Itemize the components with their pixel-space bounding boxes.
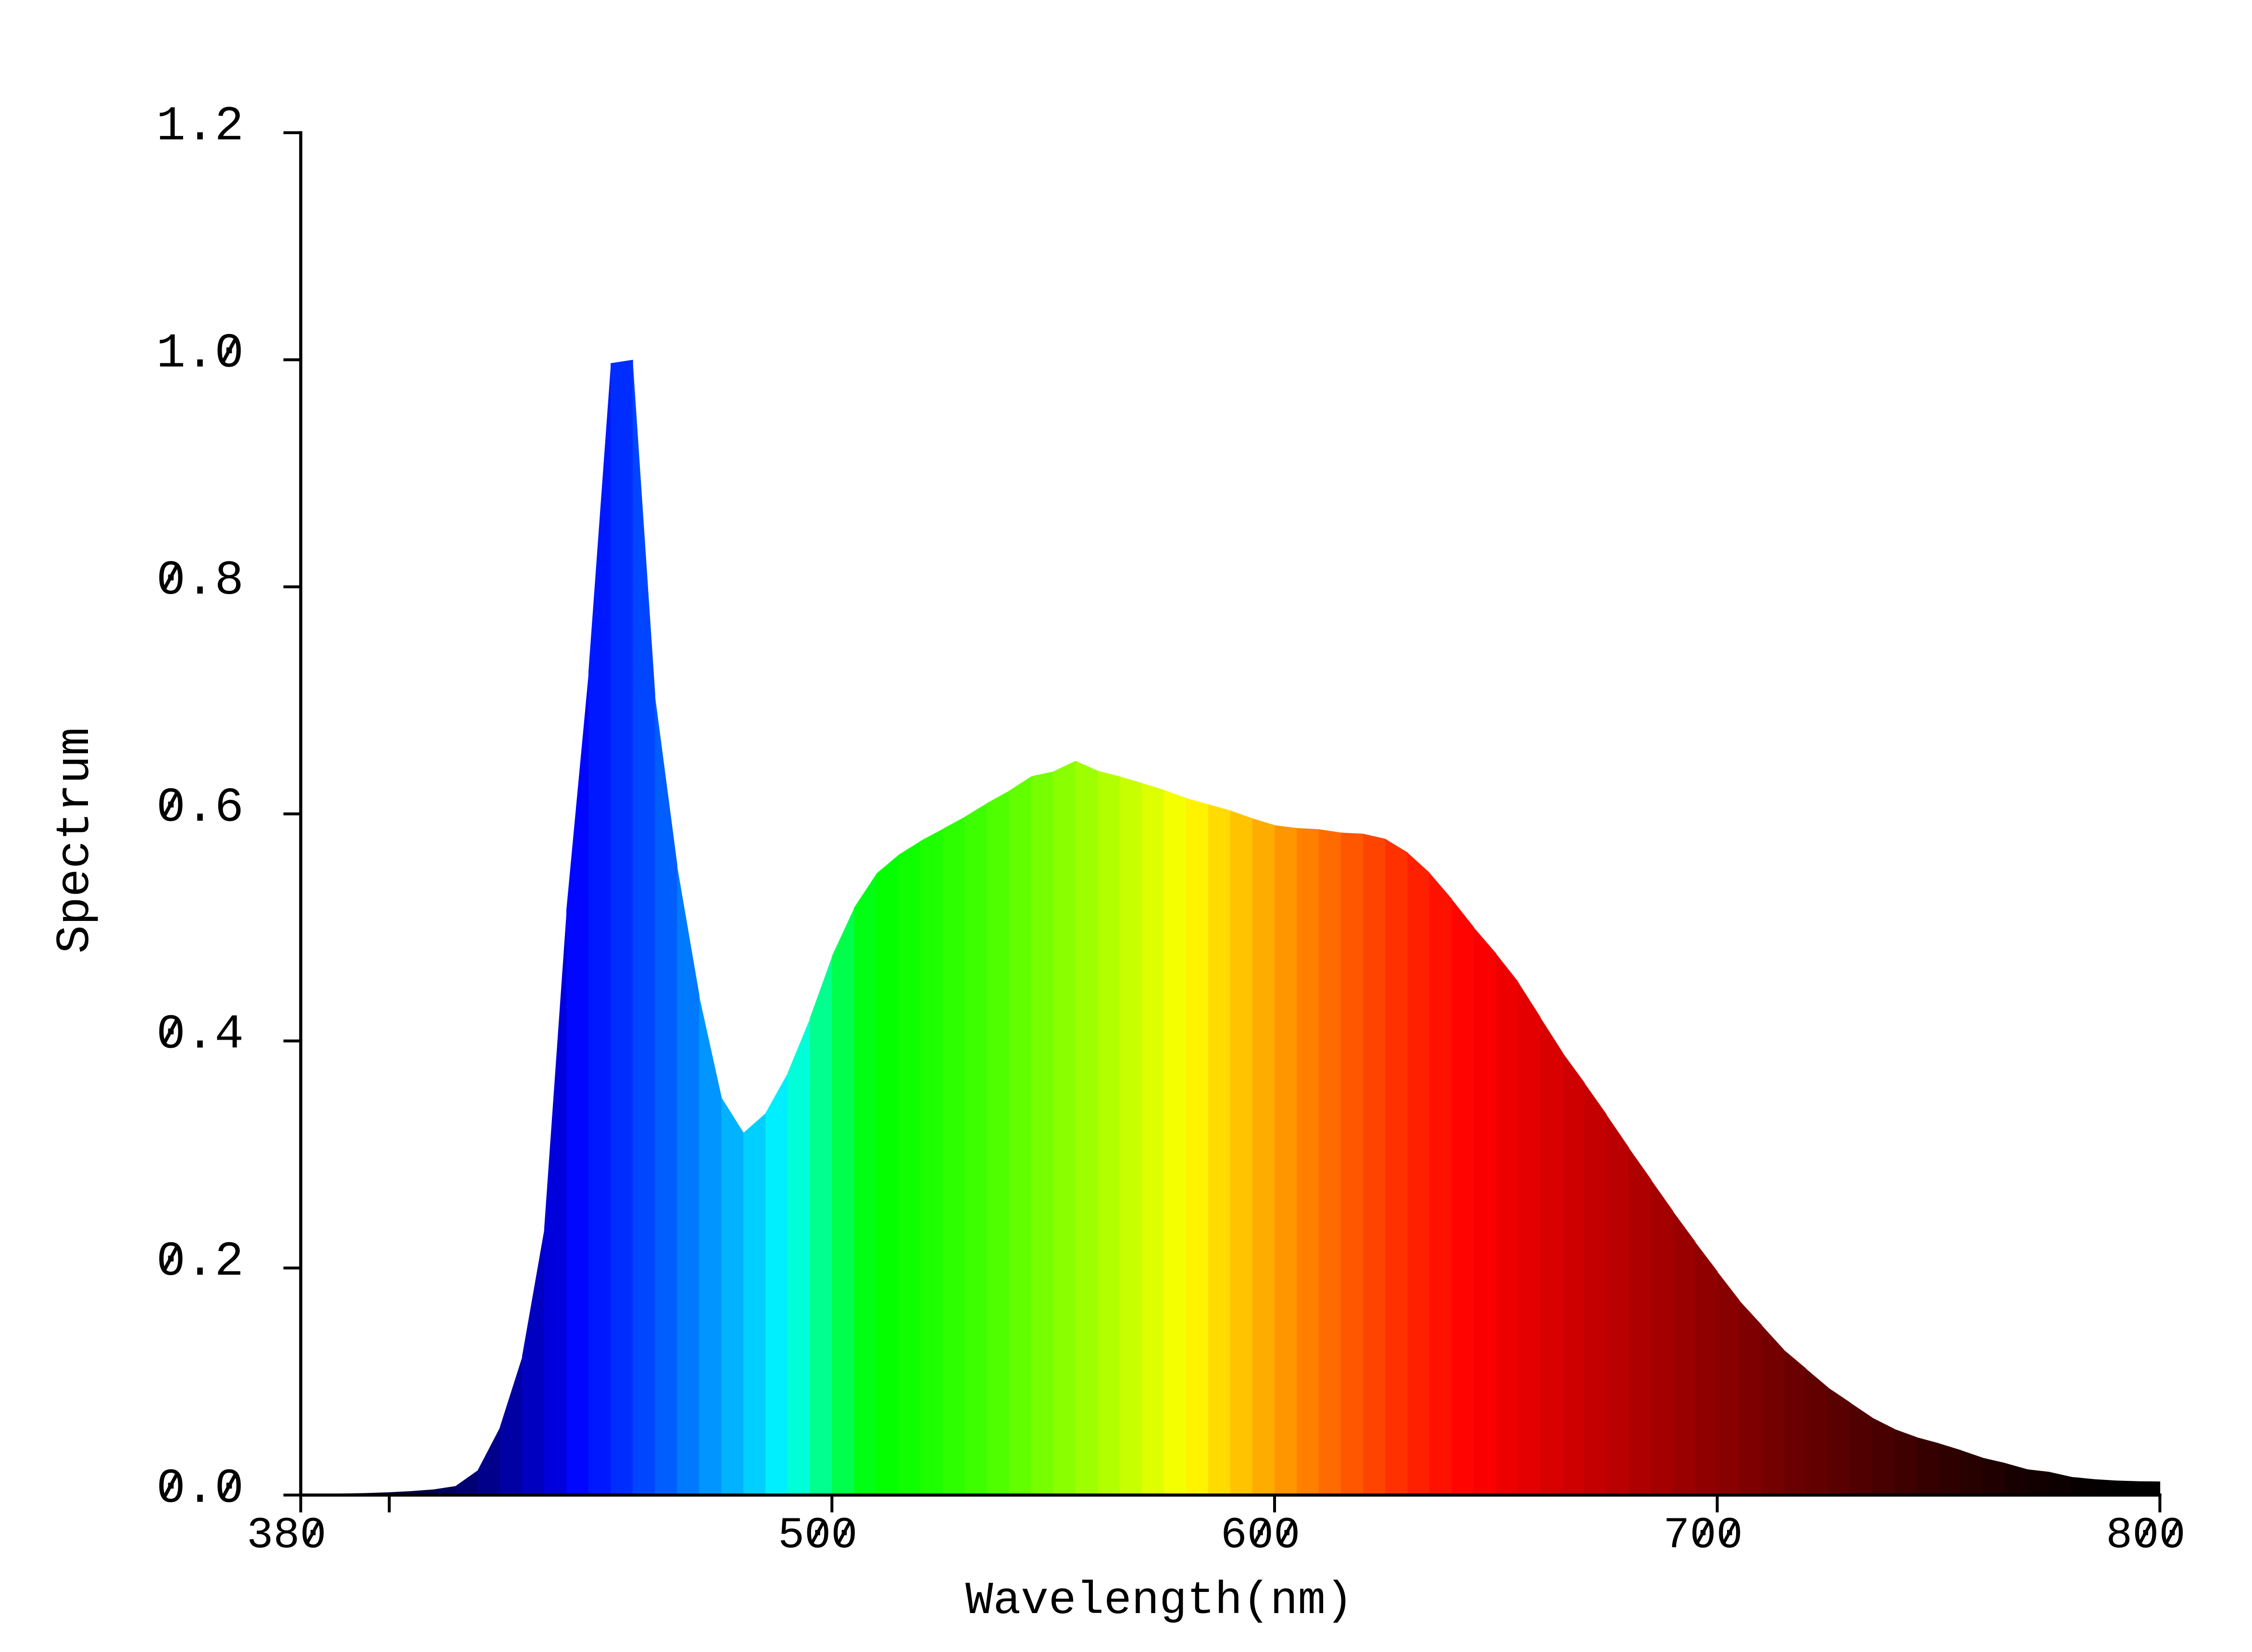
svg-text:0.6: 0.6 [156,781,244,835]
svg-text:Wavelength(nm): Wavelength(nm) [965,1575,1353,1627]
svg-text:380: 380 [247,1510,326,1561]
svg-text:Spectrum: Spectrum [49,727,102,953]
svg-text:1.2: 1.2 [156,99,244,154]
svg-text:0.2: 0.2 [156,1235,244,1290]
svg-text:0.4: 0.4 [156,1008,244,1063]
svg-text:1.0: 1.0 [156,327,244,382]
svg-text:0.8: 0.8 [156,554,244,609]
